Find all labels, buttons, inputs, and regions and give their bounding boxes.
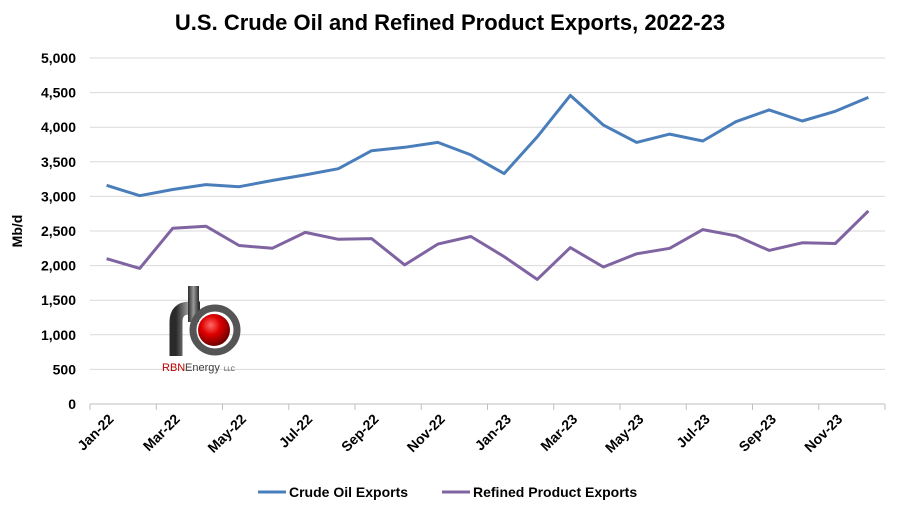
legend-label: Crude Oil Exports	[289, 484, 408, 500]
y-tick-label: 5,000	[41, 50, 76, 66]
y-tick-label: 2,000	[41, 258, 76, 274]
chart-title: U.S. Crude Oil and Refined Product Expor…	[175, 10, 725, 35]
x-tick-label: Sep-23	[735, 411, 779, 455]
x-axis	[89, 403, 886, 410]
y-tick-label: 3,000	[41, 188, 76, 204]
logo-pipe-top-icon	[188, 286, 199, 322]
legend-item-refined-product-exports: Refined Product Exports	[442, 484, 637, 500]
x-tick-label: Jan-22	[74, 411, 117, 454]
y-axis-ticks: 0 500 1,000 1,500 2,000 2,500 3,000 3,500 4,000 4…	[41, 50, 76, 412]
y-tick-label: 2,500	[41, 223, 76, 239]
series-lines	[106, 93, 870, 281]
x-axis-ticks: Jan-22 Mar-22 May-22 Jul-22 Sep-22 Nov-22 Jan-…	[74, 411, 846, 456]
logo-text-llc: LLC	[224, 367, 236, 373]
y-tick-label: 1,500	[41, 292, 76, 308]
y-tick-label: 4,500	[41, 85, 76, 101]
x-tick-label: May-22	[204, 411, 249, 456]
logo-text-rbn: RBN	[162, 362, 185, 374]
y-tick-label: 500	[53, 361, 77, 377]
legend: Crude Oil Exports Refined Product Exports	[258, 484, 637, 500]
x-tick-label: Nov-22	[404, 411, 448, 455]
logo-red-ball-icon	[198, 314, 230, 346]
x-tick-label: Jul-22	[276, 411, 316, 451]
series-line-refined-product-exports	[106, 209, 870, 281]
legend-label: Refined Product Exports	[473, 484, 637, 500]
x-tick-label: May-23	[602, 411, 647, 456]
x-tick-label: Nov-23	[801, 411, 845, 455]
rbn-energy-logo: RBN Energy LLC	[162, 286, 241, 374]
x-tick-label: Sep-22	[338, 411, 382, 455]
x-tick-label: Jan-23	[472, 411, 515, 454]
y-tick-label: 4,000	[41, 119, 76, 135]
series-line-crude-oil-exports	[106, 93, 869, 198]
logo-ring-icon	[189, 304, 241, 356]
x-tick-label: Jul-23	[673, 411, 713, 451]
x-tick-label: Mar-23	[537, 411, 580, 454]
y-tick-label: 1,000	[41, 327, 76, 343]
legend-item-crude-oil-exports: Crude Oil Exports	[258, 484, 408, 500]
x-tick-label: Mar-22	[140, 411, 183, 454]
y-tick-label: 3,500	[41, 154, 76, 170]
logo-text-energy: Energy	[185, 362, 220, 374]
y-axis-title: Mb/d	[9, 215, 25, 248]
y-tick-label: 0	[68, 396, 76, 412]
